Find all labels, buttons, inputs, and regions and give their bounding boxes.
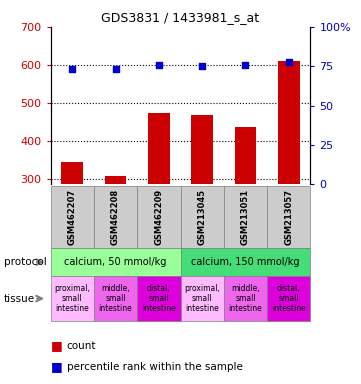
Point xyxy=(199,63,205,70)
Text: calcium, 50 mmol/kg: calcium, 50 mmol/kg xyxy=(64,257,167,267)
Bar xyxy=(61,162,83,293)
Text: distal,
small
intestine: distal, small intestine xyxy=(272,284,306,313)
Text: tissue: tissue xyxy=(4,293,35,304)
Title: GDS3831 / 1433981_s_at: GDS3831 / 1433981_s_at xyxy=(101,11,260,24)
Text: middle,
small
intestine: middle, small intestine xyxy=(229,284,262,313)
Text: count: count xyxy=(67,341,96,351)
Point xyxy=(286,58,292,65)
Text: GSM462207: GSM462207 xyxy=(68,189,77,245)
Text: middle,
small
intestine: middle, small intestine xyxy=(99,284,132,313)
Bar xyxy=(278,61,300,293)
Bar xyxy=(105,176,126,293)
Text: ■: ■ xyxy=(51,339,62,352)
Text: GSM213057: GSM213057 xyxy=(284,189,293,245)
Text: calcium, 150 mmol/kg: calcium, 150 mmol/kg xyxy=(191,257,300,267)
Point xyxy=(156,61,162,68)
Bar xyxy=(148,113,170,293)
Text: percentile rank within the sample: percentile rank within the sample xyxy=(67,362,243,372)
Bar xyxy=(235,127,256,293)
Text: GSM462208: GSM462208 xyxy=(111,189,120,245)
Text: GSM213051: GSM213051 xyxy=(241,189,250,245)
Text: ■: ■ xyxy=(51,360,62,373)
Text: GSM213045: GSM213045 xyxy=(198,189,206,245)
Text: GSM462209: GSM462209 xyxy=(155,189,163,245)
Point xyxy=(113,66,118,73)
Point xyxy=(69,66,75,73)
Text: proximal,
small
intestine: proximal, small intestine xyxy=(184,284,220,313)
Text: distal,
small
intestine: distal, small intestine xyxy=(142,284,176,313)
Bar xyxy=(191,115,213,293)
Text: proximal,
small
intestine: proximal, small intestine xyxy=(54,284,90,313)
Text: protocol: protocol xyxy=(4,257,46,267)
Point xyxy=(243,61,248,68)
